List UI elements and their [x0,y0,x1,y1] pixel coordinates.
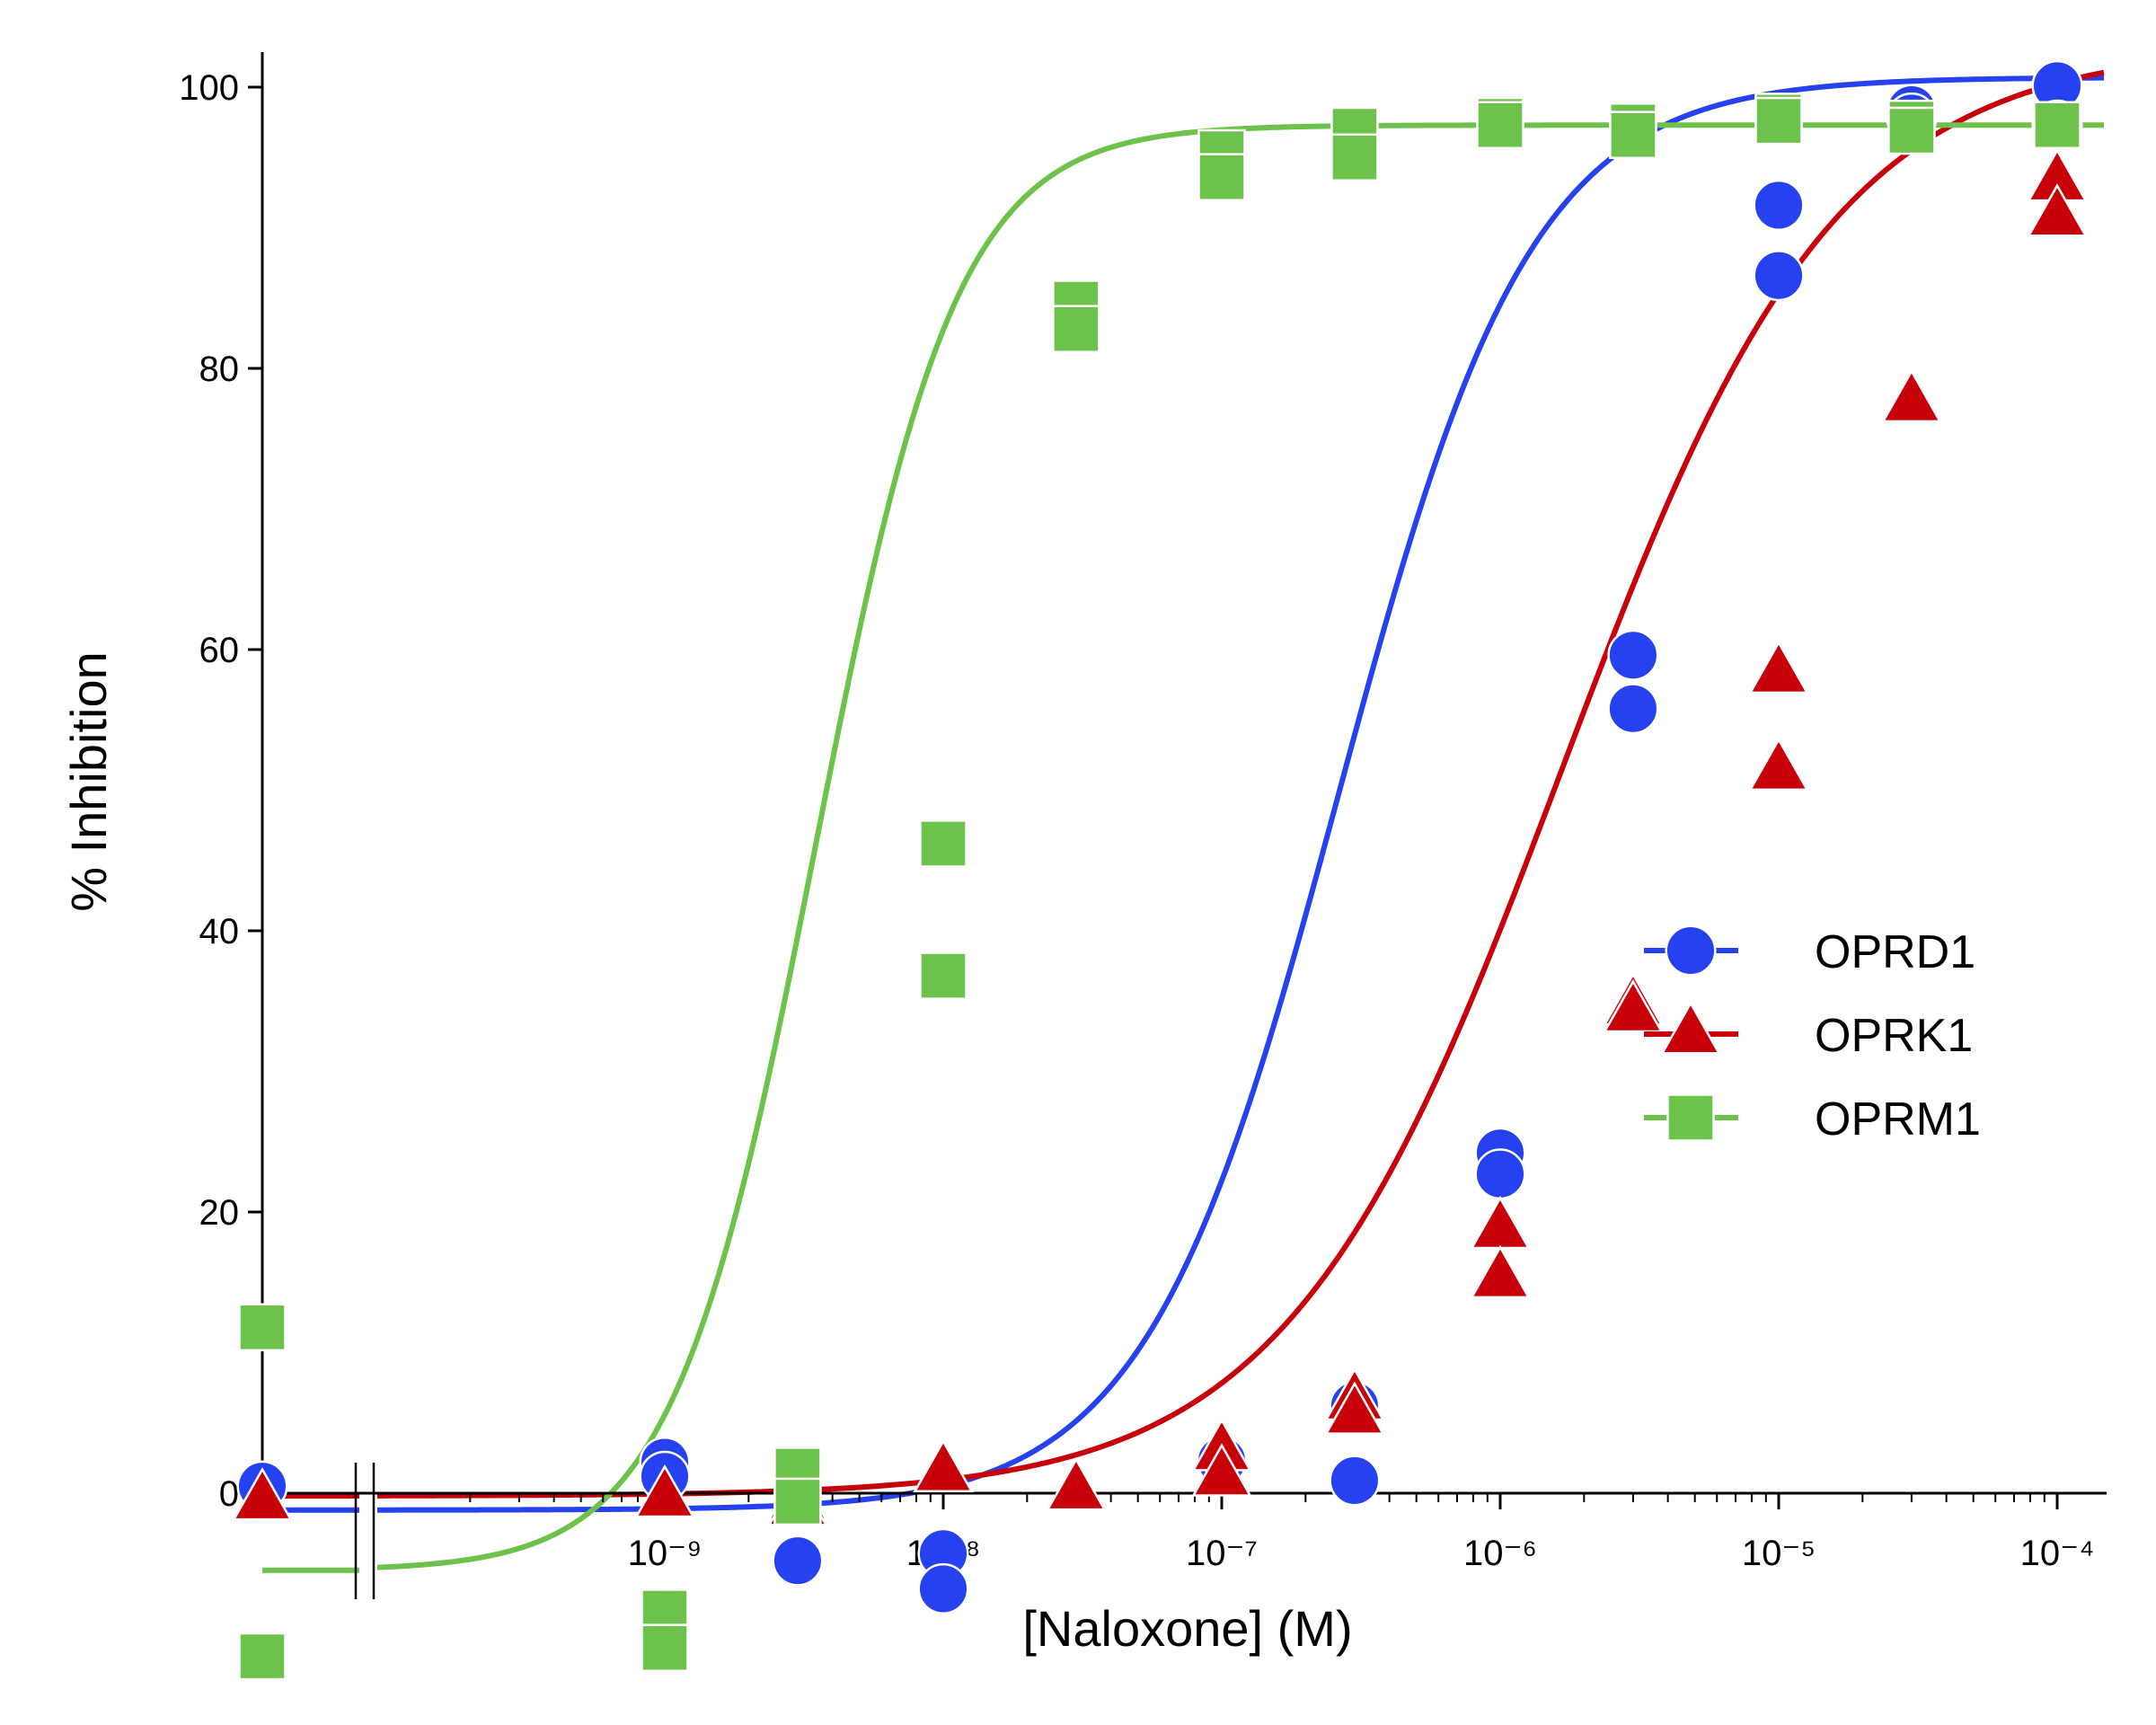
data-point [919,819,968,868]
legend: OPRD1 OPRK1 OPRM1 [1644,924,1981,1146]
fit-curve-oprd1 [262,75,2105,1513]
x-axis-break-marks [354,1463,376,1599]
data-points [232,59,2088,1681]
fit-curve-oprm1 [262,122,2104,1573]
y-tick-label: 80 [199,349,240,389]
series-points-oprm1 [238,93,2081,1681]
data-point [919,951,968,1000]
fit-curve-oprk1 [262,69,2105,1499]
data-point [238,1632,287,1681]
y-axis-ticks: 0 20 40 60 80 100 [179,68,262,1514]
legend-marker [1660,1001,1721,1055]
x-tick-label: 10⁻⁵ [1742,1534,1816,1573]
y-tick-label: 20 [199,1193,240,1233]
x-tick-label: 10⁻⁷ [1186,1534,1258,1573]
data-point [1609,111,1657,159]
data-point [772,1535,824,1587]
data-point [2033,101,2081,150]
data-point [238,1303,287,1352]
data-point [1754,96,1803,146]
data-point [1607,683,1659,735]
data-point [1470,1244,1531,1299]
legend-label: OPRM1 [1815,1093,1981,1146]
data-point [634,1464,695,1518]
legend-label: OPRK1 [1815,1010,1973,1062]
data-point [1197,153,1246,201]
data-point [2027,183,2088,237]
fit-curves [262,69,2105,1573]
x-tick-label: 10⁻⁴ [2020,1534,2095,1573]
legend-item: OPRD1 [1644,924,1975,978]
data-point [1881,368,1942,423]
data-point [1324,1381,1385,1435]
data-point [1191,1443,1252,1497]
data-point [1474,1148,1526,1200]
data-point [1476,101,1524,150]
y-tick-label: 0 [219,1474,239,1514]
x-axis-ticks: 10⁻⁹10⁻⁸10⁻⁷10⁻⁶10⁻⁵10⁻⁴ [469,1493,2095,1573]
data-point [1753,250,1805,302]
x-tick-label: 10⁻⁹ [628,1534,702,1573]
series-points-oprk1 [232,148,2088,1526]
data-point [1603,978,1664,1033]
data-point [641,1623,689,1672]
y-tick-label: 60 [199,631,240,670]
data-point [1046,1457,1107,1511]
data-point [1329,1455,1381,1507]
data-point [917,1562,969,1614]
data-point [1330,133,1379,182]
x-axis-title: [Naloxone] (M) [1022,1600,1352,1657]
data-point [773,1477,822,1526]
data-point [1470,1195,1531,1250]
x-tick-label: 10⁻⁶ [1463,1534,1537,1573]
y-tick-label: 100 [179,68,239,108]
data-point [1753,179,1805,231]
data-point [232,1466,293,1521]
y-tick-label: 40 [199,912,240,951]
legend-marker [1666,1093,1715,1142]
legend-marker [1665,924,1717,977]
data-point [1748,737,1809,792]
series-points-oprd1 [236,59,2083,1614]
legend-label: OPRD1 [1815,926,1975,978]
data-point [1887,106,1936,155]
legend-item: OPRK1 [1644,1001,1973,1062]
y-axis-title: % Inhibition [60,651,117,912]
data-point [1052,305,1100,353]
legend-item: OPRM1 [1644,1093,1981,1146]
data-point [1748,640,1809,694]
data-point [913,1438,974,1493]
data-point [1607,629,1659,681]
